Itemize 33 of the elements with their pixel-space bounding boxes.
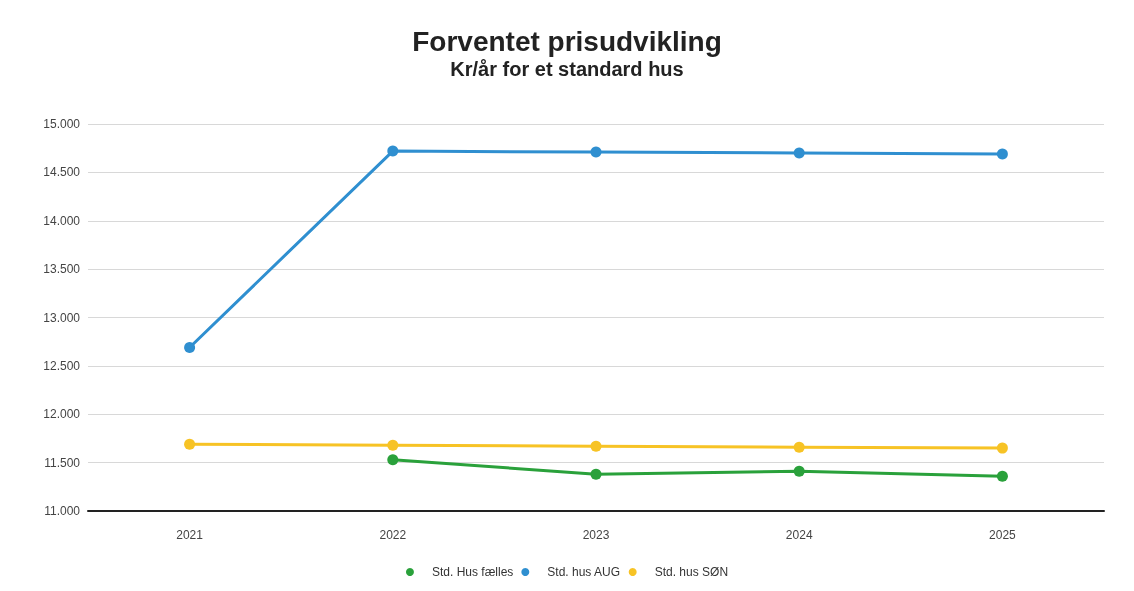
point xyxy=(793,147,805,159)
chart-title: Forventet prisudvikling xyxy=(412,25,722,57)
legend-label: Std. hus SØN xyxy=(654,565,729,579)
point xyxy=(996,470,1008,482)
y-tick-label: 13.500 xyxy=(43,262,81,277)
y-tick-label: 15.000 xyxy=(43,117,81,131)
point xyxy=(590,440,602,452)
y-tick-label: 11.500 xyxy=(44,455,81,470)
point xyxy=(184,342,196,353)
point xyxy=(387,439,399,451)
point xyxy=(184,438,196,450)
point xyxy=(590,468,602,480)
y-tick-label: 12.000 xyxy=(43,407,81,422)
y-tick-label: 11.000 xyxy=(44,504,81,518)
point xyxy=(387,454,399,466)
point xyxy=(387,145,399,157)
x-tick-label: 2025 xyxy=(989,528,1017,542)
point xyxy=(996,442,1008,454)
x-tick-label: 2022 xyxy=(379,528,407,542)
y-tick-label: 14.500 xyxy=(43,165,81,180)
point xyxy=(590,146,602,158)
y-tick-label: 14.000 xyxy=(43,213,81,228)
legend-label: Std. Hus fælles xyxy=(431,565,514,579)
x-tick-label: 2024 xyxy=(785,528,813,542)
point xyxy=(793,465,805,477)
x-tick-label: 2023 xyxy=(582,528,610,542)
point xyxy=(793,441,805,453)
y-tick-label: 12.500 xyxy=(43,358,81,373)
y-tick-label: 13.000 xyxy=(43,310,81,325)
chart-subtitle: Kr/år for et standard hus xyxy=(450,58,684,80)
x-tick-label: 2021 xyxy=(176,528,204,542)
legend-label: Std. hus AUG xyxy=(547,565,621,579)
point xyxy=(996,148,1008,160)
